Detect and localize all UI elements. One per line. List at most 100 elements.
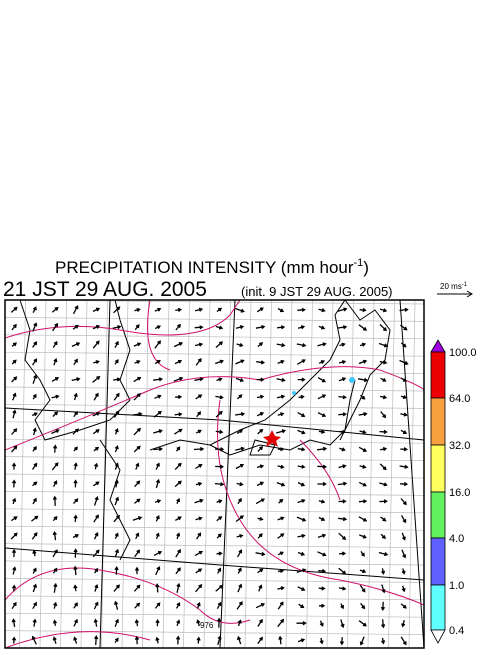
wind-arrow (133, 584, 141, 592)
wind-arrow (11, 462, 17, 470)
wind-arrow (277, 618, 285, 628)
wind-arrow (215, 395, 224, 400)
wind-arrow (155, 515, 160, 522)
wind-arrow (195, 429, 202, 434)
wind-arrow (72, 324, 79, 330)
wind-arrow (257, 428, 264, 435)
wind-arrow (113, 410, 120, 418)
wind-arrow (257, 516, 264, 521)
wind-arrow (51, 307, 59, 313)
wind-arrow (114, 618, 119, 627)
grid-line (203, 300, 211, 648)
wind-arrow (73, 498, 79, 505)
wind-arrow (51, 462, 59, 471)
wind-arrow (132, 516, 143, 521)
wind-arrow (400, 636, 407, 646)
wind-arrow (296, 621, 307, 626)
wind-arrow (276, 429, 287, 434)
wind-arrow (195, 464, 203, 470)
grid-line (265, 300, 272, 648)
wind-arrow (256, 464, 265, 469)
wind-arrow (134, 549, 141, 558)
wind-arrow (276, 377, 286, 383)
wind-arrow (400, 481, 409, 487)
wind-arrow (93, 514, 99, 523)
wind-arrow (174, 480, 182, 488)
wind-arrow (399, 359, 409, 365)
grid-line (5, 351, 424, 357)
wind-vectors (10, 305, 409, 646)
wind-arrow (276, 343, 286, 348)
grid-line (367, 300, 375, 648)
wind-arrow (11, 342, 17, 347)
wind-arrow (235, 463, 245, 470)
wind-arrow (318, 516, 326, 521)
wind-arrow (193, 446, 205, 452)
wind-arrow (195, 481, 203, 486)
wind-arrow (214, 359, 225, 365)
wind-arrow (319, 603, 326, 608)
wind-arrow (255, 498, 266, 505)
wind-arrow (379, 482, 388, 487)
wind-arrow (11, 601, 17, 610)
wind-arrow (277, 308, 285, 313)
wind-arrow (215, 325, 224, 330)
wind-arrow (175, 323, 181, 331)
wind-arrow (73, 392, 78, 401)
wind-arrow (176, 619, 181, 627)
wind-arrow (257, 446, 264, 452)
wind-arrow (53, 582, 58, 593)
wind-arrow (338, 586, 347, 591)
wind-arrow (339, 637, 345, 646)
wind-arrow (400, 395, 408, 400)
wind-arrow (194, 325, 204, 330)
wind-arrow (215, 410, 223, 418)
grid-line (326, 300, 334, 648)
wind-arrow (216, 307, 223, 313)
wind-arrow (154, 360, 161, 365)
wind-arrow (297, 429, 306, 435)
wind-arrow (52, 567, 58, 574)
wind-arrow (297, 412, 306, 417)
precip-cell (292, 391, 296, 395)
wind-arrow (318, 429, 326, 434)
wind-arrow (176, 582, 181, 593)
wind-arrow (215, 464, 225, 469)
wind-arrow (318, 568, 327, 574)
colorbar-label: 1.0 (449, 580, 464, 592)
wind-arrow (155, 583, 160, 593)
map: 976 (5, 300, 424, 648)
wind-arrow (52, 411, 59, 417)
wind-arrow (114, 445, 119, 453)
precip-cell (263, 430, 281, 447)
wind-arrow (256, 307, 264, 313)
wind-arrow (195, 358, 202, 366)
wind-arrow (400, 429, 408, 434)
coastline (19, 300, 391, 561)
wind-arrow (236, 429, 244, 434)
wind-arrow (32, 618, 37, 627)
grid-line (5, 317, 424, 322)
grid-line (5, 508, 424, 514)
wind-arrow (32, 393, 37, 400)
wind-arrow (401, 585, 406, 593)
wind-arrow (175, 635, 181, 645)
wind-arrow (338, 395, 347, 400)
wind-arrow (379, 429, 388, 434)
wind-arrow (11, 516, 18, 522)
wind-arrow (318, 325, 326, 330)
wind-arrow (114, 428, 119, 435)
wind-arrow (400, 342, 407, 348)
wind-arrow (318, 586, 326, 591)
grid-line (388, 300, 395, 648)
wind-arrow (359, 429, 367, 435)
wind-arrow (52, 495, 57, 506)
wind-arrow (73, 462, 78, 470)
wind-arrow (360, 394, 366, 400)
wind-arrow (319, 620, 324, 627)
wind-arrow (277, 412, 285, 417)
wind-arrow (358, 620, 367, 627)
wind-arrow (195, 516, 203, 521)
wind-arrow (399, 307, 409, 312)
